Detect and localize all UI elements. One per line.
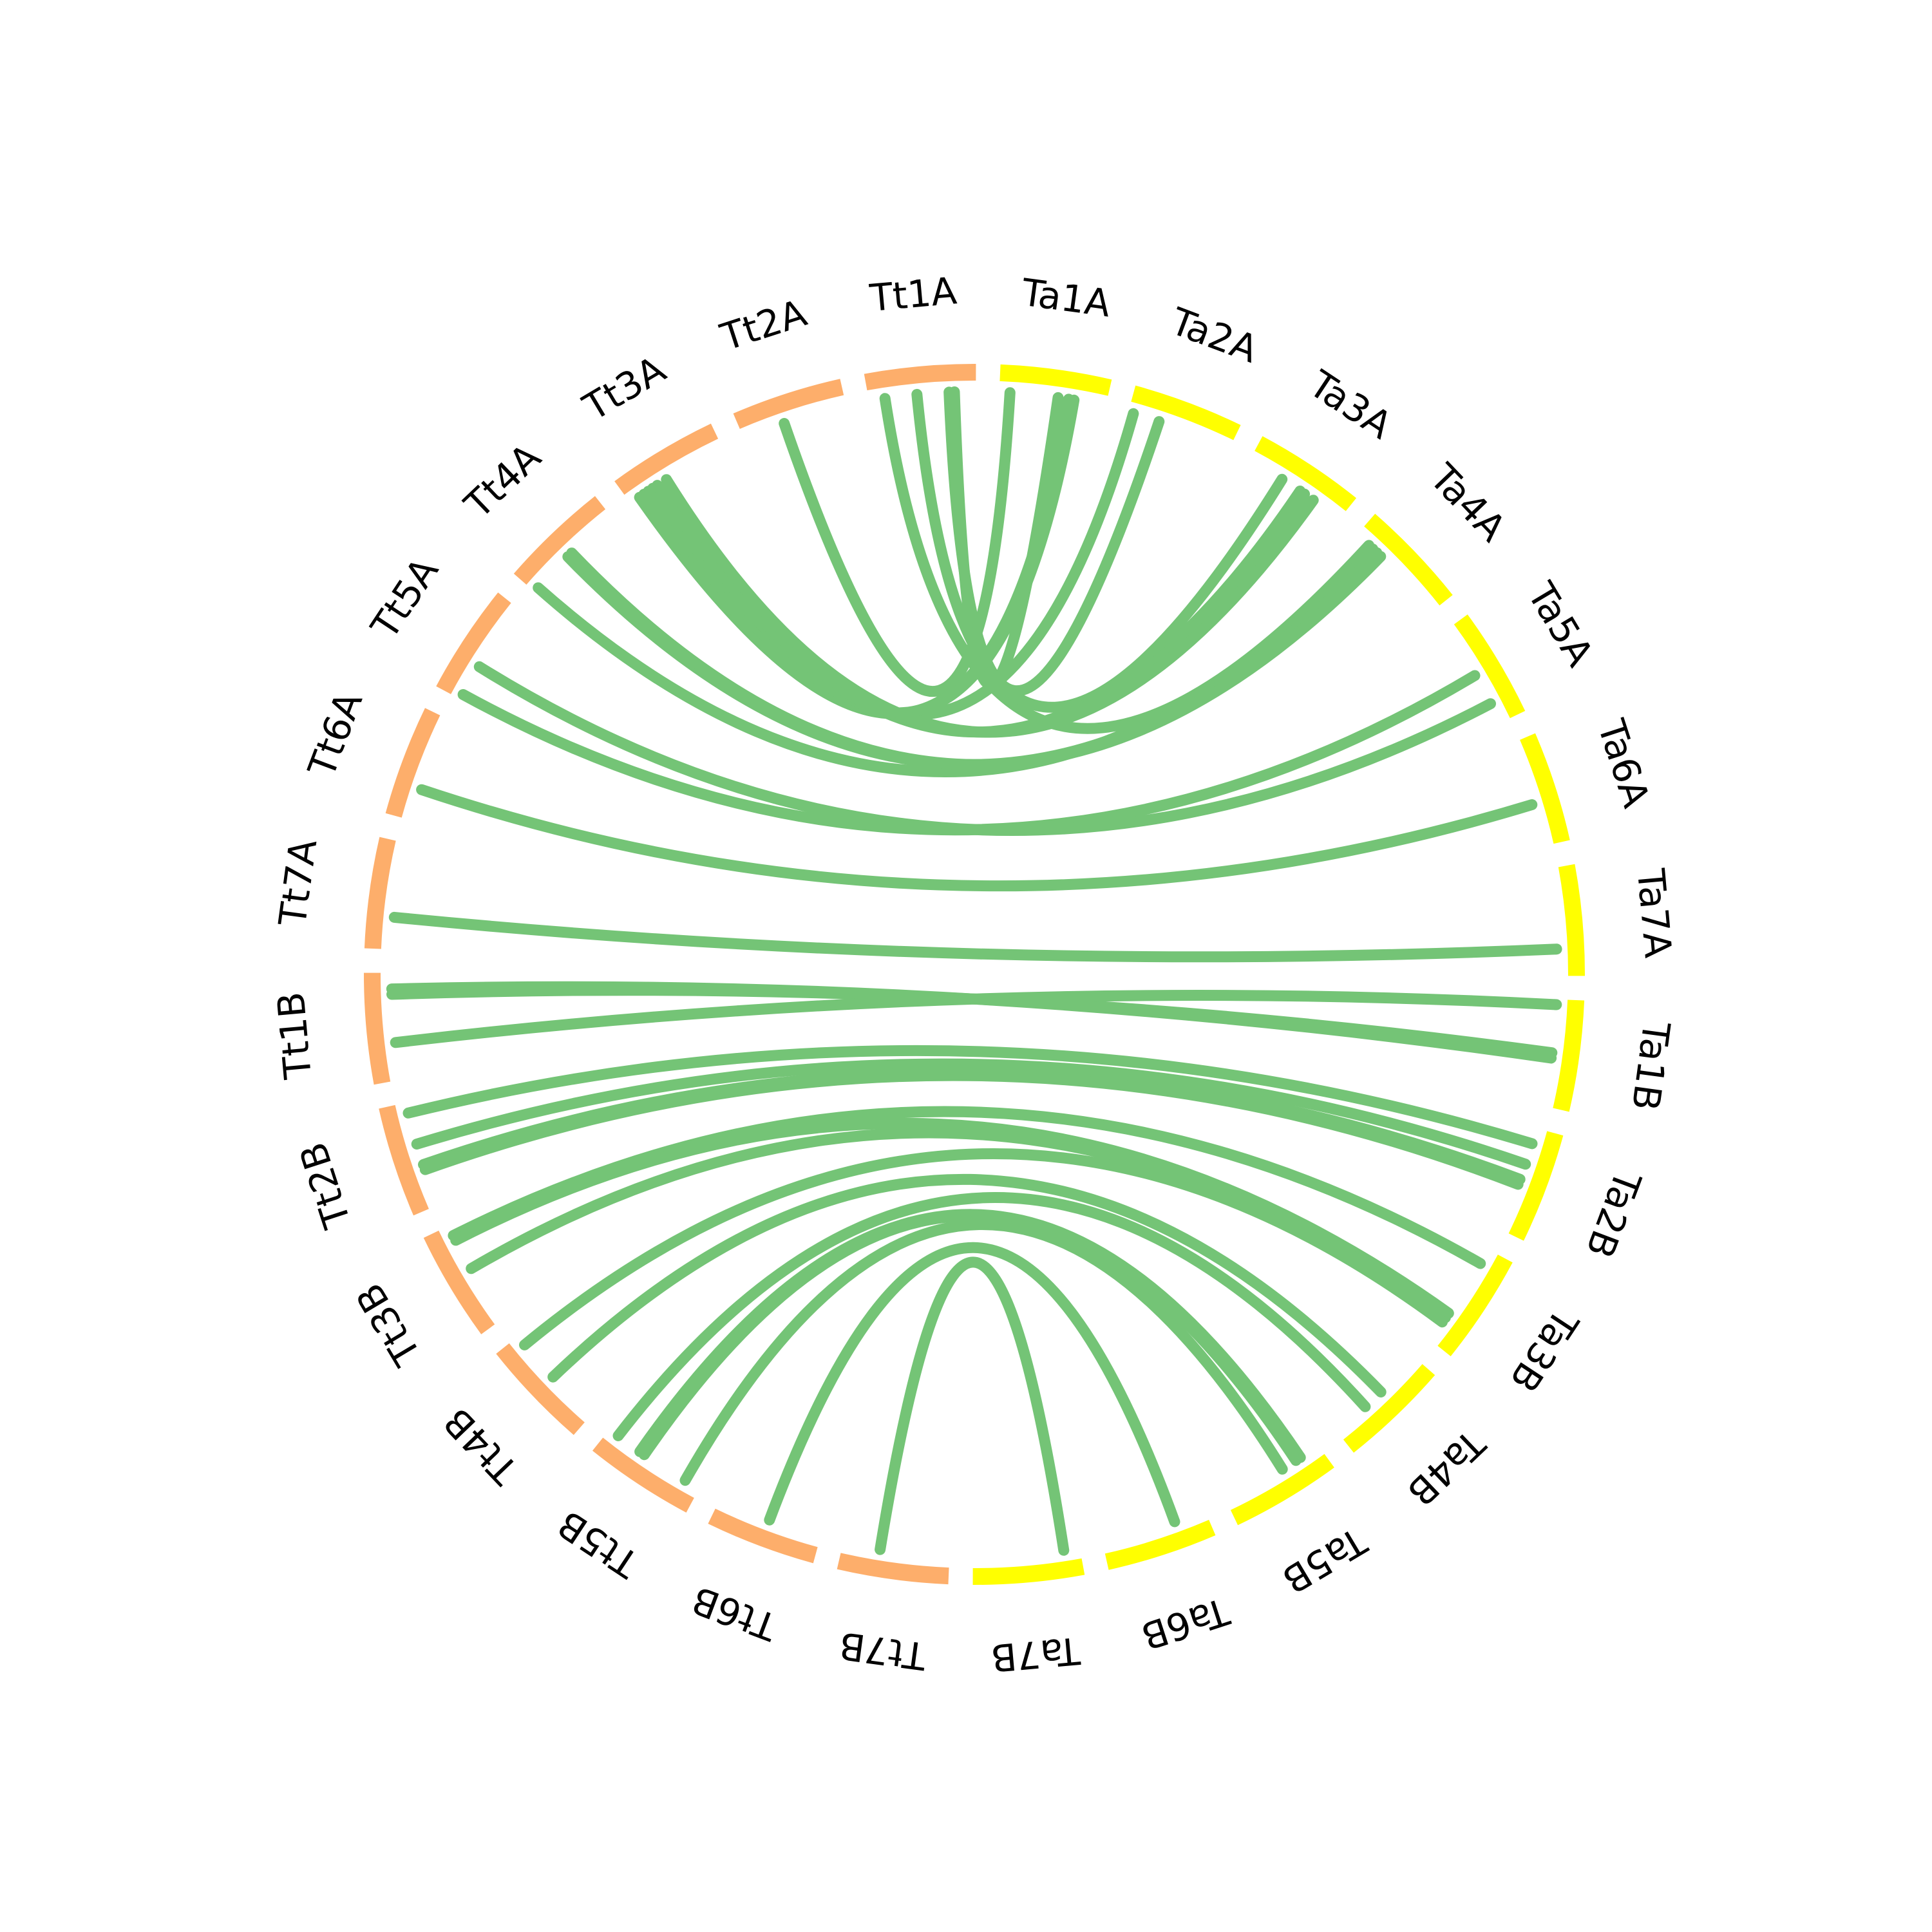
segment-Ta1A (999, 364, 1112, 396)
segment-Ta6B (1104, 1520, 1216, 1570)
label-Tt5B: Tt5B (550, 1502, 647, 1587)
link-Tt5B-Ta5B (679, 1219, 1288, 1486)
label-Ta4B: Ta4B (1399, 1421, 1494, 1514)
link-Tt5A-Ta5A (473, 661, 1496, 836)
link-Tt3A-Ta3A (661, 474, 1319, 738)
label-Ta2B: Ta2B (1577, 1164, 1650, 1264)
segment-Ta6A (1520, 733, 1570, 844)
label-Tt6B: Tt6B (686, 1578, 783, 1649)
label-Ta7B: Ta7B (989, 1629, 1083, 1680)
link-Tt7A-Ta7A (388, 911, 1562, 963)
label-Tt3A: Tt3A (575, 347, 673, 430)
label-Tt1B: Tt1B (269, 990, 320, 1081)
link-Tt4B-Ta3B (519, 1148, 1448, 1350)
segment-Tt3A (614, 423, 719, 495)
label-Tt7B: Tt7B (837, 1624, 929, 1679)
segment-Tt4A (513, 496, 606, 585)
label-Tt5A: Tt5A (362, 550, 447, 647)
segment-Tt4B (496, 1343, 585, 1435)
label-Tt1A: Tt1A (867, 269, 959, 320)
link-Tt1B-Ta1B (390, 990, 1562, 1048)
label-Tt6A: Tt6A (299, 686, 372, 783)
label-Ta6A: Ta6A (1589, 714, 1658, 813)
link-Tt4B-Ta4B (547, 1173, 1387, 1397)
label-Tt7A: Tt7A (270, 837, 326, 929)
link-Tt5B-Ta5B (638, 1210, 1302, 1466)
label-Ta4A: Ta4A (1421, 455, 1514, 551)
label-Tt2A: Tt2A (715, 291, 811, 360)
segment-Ta7A (1558, 864, 1586, 976)
label-Ta6B: Ta6B (1136, 1589, 1235, 1658)
segment-Tt1B (363, 972, 391, 1085)
link-Tt1A-Ta3A (911, 388, 1288, 713)
segment-Tt5B (592, 1437, 694, 1513)
label-Ta3B: Ta3B (1501, 1301, 1587, 1400)
segment-Ta3A (1255, 436, 1357, 511)
segment-Ta5B (1230, 1454, 1334, 1526)
segment-Tt7A (364, 837, 396, 949)
label-Ta5A: Ta5A (1519, 574, 1602, 674)
segment-Tt1A (864, 363, 976, 391)
label-Ta3A: Ta3A (1301, 362, 1400, 448)
segment-Ta4B (1343, 1364, 1435, 1453)
links-layer (386, 386, 1562, 1556)
label-Ta1B: Ta1B (1623, 1019, 1678, 1113)
link-Tt2B-Ta2B (411, 1058, 1531, 1170)
segments-layer (363, 363, 1586, 1586)
segment-Tt6B (708, 1508, 818, 1564)
segment-Ta2B (1508, 1131, 1564, 1241)
segment-Tt2B (379, 1104, 429, 1216)
label-Ta2A: Ta2A (1164, 299, 1264, 372)
label-Ta7A: Ta7A (1629, 866, 1680, 960)
segment-Ta7B (972, 1558, 1085, 1586)
segment-Ta3B (1437, 1255, 1513, 1357)
link-Ta1A-Tt2A (779, 387, 1016, 697)
segment-Tt6A (385, 708, 440, 818)
label-Ta5B: Ta5B (1275, 1519, 1374, 1602)
link-Tt2B-Ta2B (419, 1070, 1524, 1190)
link-Tt5B-Ta4B (612, 1192, 1371, 1441)
segment-Ta5A (1454, 614, 1526, 719)
segment-Ta2A (1131, 385, 1241, 440)
label-Tt4B: Tt4B (435, 1399, 527, 1493)
link-Tt4A-Ta4A (566, 547, 1387, 770)
segment-Tt7B (837, 1553, 949, 1585)
label-Ta1A: Ta1A (1019, 270, 1113, 325)
segment-Tt5A (436, 592, 511, 694)
label-Tt4A: Tt4A (456, 435, 549, 527)
label-Tt2B: Tt2B (291, 1137, 360, 1234)
link-Tt6B-Ta6B (764, 1242, 1180, 1528)
segment-Tt2A (733, 379, 844, 429)
link-Tt7B-Ta7B (875, 1256, 1070, 1556)
segment-Ta4A (1364, 513, 1453, 606)
segment-Tt3B (423, 1230, 495, 1334)
link-Tt6A-Ta6A (416, 784, 1538, 892)
segment-Ta1B (1553, 999, 1585, 1112)
label-Tt3B: Tt3B (347, 1276, 430, 1374)
link-Tt2B-Ta2B (402, 1045, 1538, 1150)
